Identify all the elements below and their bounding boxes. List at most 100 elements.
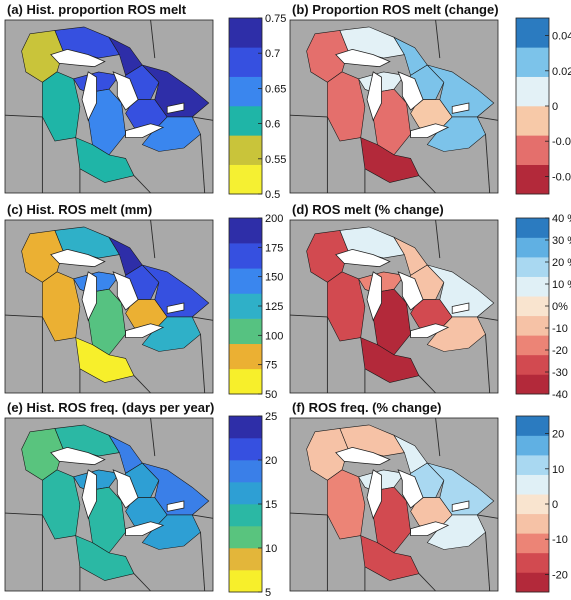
basin-lower_michigan	[87, 88, 126, 156]
panel-title: (b) Proportion ROS melt (change)	[292, 2, 499, 17]
colorbar-segment	[229, 106, 262, 136]
colorbar-segment	[229, 460, 262, 483]
colorbar-segment	[516, 435, 549, 456]
colorbar-tick-label: 175	[265, 242, 283, 254]
lake-1	[81, 469, 97, 520]
colorbar-segment	[516, 257, 549, 277]
colorbar-tick-label: 30 %	[552, 235, 571, 247]
basin-lower_michigan	[372, 486, 411, 554]
colorbar-segment	[516, 533, 549, 554]
colorbar-segment	[516, 416, 549, 436]
colorbar-segment	[229, 47, 262, 77]
colorbar-tick-label: 0.55	[265, 154, 286, 166]
basin-ohio_indiana	[75, 337, 135, 383]
map-frame	[289, 19, 499, 194]
colorbar-tick-label: 200	[265, 213, 283, 225]
lake-3	[125, 323, 165, 339]
lake-0	[335, 446, 391, 466]
colorbar-segment	[229, 570, 262, 593]
panel-title: (d) ROS melt (% change)	[292, 202, 444, 217]
panel-title: (c) Hist. ROS melt (mm)	[7, 202, 152, 217]
basin-lower_michigan	[87, 486, 126, 554]
lake-4	[451, 500, 470, 512]
colorbar-segment	[516, 164, 549, 195]
colorbar-segment	[516, 374, 549, 395]
basin-wisconsin	[42, 71, 81, 142]
lake-0	[50, 446, 106, 466]
state-boundary	[200, 134, 206, 194]
map-frame	[4, 219, 214, 394]
colorbar-segment	[516, 76, 549, 107]
colorbar-tick-label: 0	[552, 101, 558, 113]
basin-ohio_indiana	[75, 137, 135, 183]
panel-1: (b) Proportion ROS melt (change) 0.04 0.02…	[289, 2, 571, 195]
colorbar-segment	[229, 438, 262, 461]
colorbar-segment	[229, 416, 262, 439]
panel-2: (c) Hist. ROS melt (mm) 200 175 150 125 100 75…	[4, 202, 283, 401]
colorbar-segment	[229, 548, 262, 571]
state-boundary	[289, 314, 328, 318]
lake-0	[335, 248, 391, 268]
state-boundary	[192, 116, 214, 121]
basin-new_york	[426, 116, 486, 152]
colorbar-segment	[229, 268, 262, 294]
lake-2	[112, 271, 139, 311]
basin-wisconsin	[327, 71, 366, 142]
lake-3	[125, 123, 165, 139]
colorbar-tick-label: 20	[265, 455, 277, 467]
map-frame	[289, 417, 499, 592]
lake-3	[410, 521, 450, 536]
lake-3	[125, 521, 165, 536]
panel-3: (d) ROS melt (% change) 40 % 30 % 20 % 10 % 0…	[289, 202, 571, 401]
basin-new_york	[141, 316, 201, 352]
basin-wisconsin	[42, 469, 81, 540]
lake-1	[366, 271, 382, 322]
state-boundary	[133, 375, 151, 394]
colorbar-tick-label: 50	[265, 389, 277, 401]
colorbar-segment	[229, 218, 262, 244]
colorbar-tick-label: 25	[265, 411, 277, 423]
lake-0	[50, 248, 106, 268]
lake-4	[166, 102, 185, 114]
basin-wisconsin	[327, 271, 366, 342]
colorbar-tick-label: -0.02	[552, 136, 571, 148]
colorbar-tick-label: 75	[265, 360, 277, 372]
colorbar-segment	[229, 18, 262, 48]
state-boundary	[485, 334, 491, 394]
colorbar-segment	[229, 135, 262, 165]
lake-0	[335, 48, 391, 68]
colorbar-segment	[516, 354, 549, 375]
colorbar-segment	[229, 526, 262, 549]
state-boundary	[485, 134, 491, 194]
panel-title: (f) ROS freq. (% change)	[292, 400, 442, 415]
state-boundary	[150, 19, 156, 59]
state-boundary	[133, 175, 151, 194]
lake-1	[366, 71, 382, 122]
state-boundary	[133, 573, 151, 592]
basin-new_york	[141, 514, 201, 550]
colorbar-tick-label: 0.02	[552, 66, 571, 78]
colorbar-segment	[516, 135, 549, 165]
basin-lower_michigan	[87, 288, 126, 356]
colorbar-tick-label: 0.5	[265, 189, 280, 201]
basin-lower_michigan	[372, 88, 411, 156]
colorbar-segment	[516, 474, 549, 495]
colorbar-segment	[516, 513, 549, 534]
colorbar-segment	[516, 237, 549, 258]
colorbar-frame	[228, 17, 263, 195]
state-boundary	[4, 314, 43, 318]
lake-1	[81, 271, 97, 322]
state-boundary	[435, 19, 441, 59]
colorbar-segment	[229, 368, 262, 395]
lake-2	[397, 71, 424, 111]
state-boundary	[418, 573, 436, 592]
state-boundary	[289, 114, 328, 118]
colorbar-tick-label: 0.6	[265, 119, 280, 131]
state-boundary	[200, 532, 206, 592]
colorbar-tick-label: 0	[552, 499, 558, 511]
colorbar-segment	[516, 455, 549, 475]
state-boundary	[289, 512, 328, 516]
colorbar-segment	[516, 552, 549, 573]
state-boundary	[477, 116, 499, 121]
